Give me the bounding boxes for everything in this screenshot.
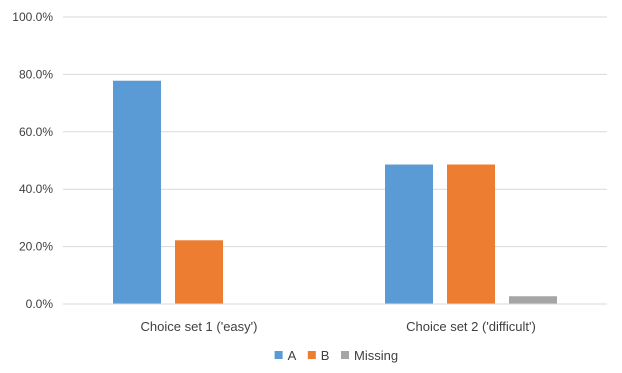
- x-axis-category-labels: Choice set 1 ('easy') Choice set 2 ('diff…: [141, 319, 536, 334]
- y-tick-label: 80.0%: [19, 67, 53, 81]
- y-tick-label: 100.0%: [12, 10, 53, 24]
- legend-label: B: [321, 348, 330, 363]
- bar-missing: [509, 296, 557, 304]
- bar-b: [175, 240, 223, 304]
- legend-swatch-a: [274, 351, 283, 359]
- legend-swatch-missing: [341, 351, 349, 359]
- legend-label: Missing: [354, 348, 398, 363]
- bar-b: [447, 164, 495, 304]
- legend-swatch-b: [307, 351, 316, 359]
- y-tick-label: 0.0%: [26, 297, 54, 311]
- y-axis-tick-labels: 0.0% 20.0% 40.0% 60.0% 80.0% 100.0%: [12, 10, 53, 311]
- x-category-label: Choice set 1 ('easy'): [141, 319, 258, 334]
- y-tick-label: 60.0%: [19, 125, 53, 139]
- y-tick-label: 20.0%: [19, 240, 53, 254]
- y-tick-label: 40.0%: [19, 182, 53, 196]
- bars: [113, 80, 557, 305]
- bar-a: [113, 80, 161, 305]
- legend-label: A: [288, 348, 297, 363]
- x-category-label: Choice set 2 ('difficult'): [406, 319, 536, 334]
- bar-a: [385, 164, 433, 304]
- legend: A B Missing: [274, 348, 398, 363]
